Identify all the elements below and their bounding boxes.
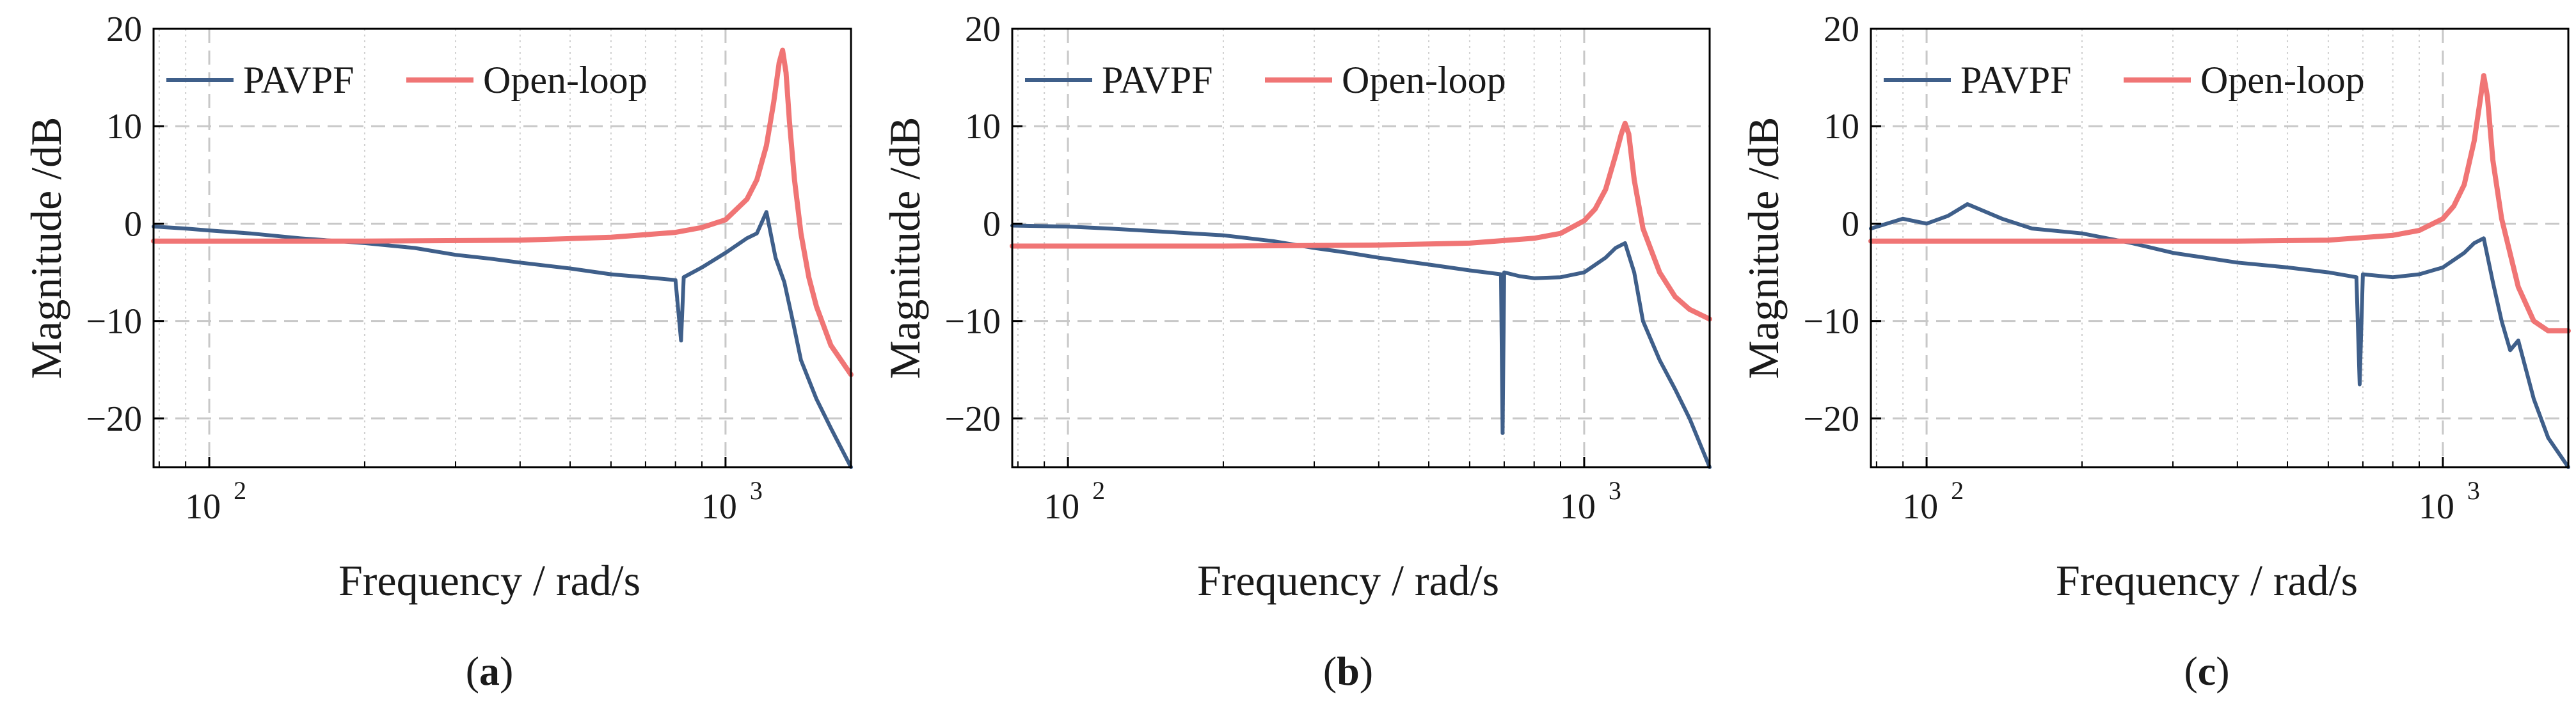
panel-label: (b) — [1323, 648, 1373, 694]
plot-frame — [152, 28, 852, 468]
y-tick-label: 10 — [106, 107, 142, 147]
x-tick-label: 10 — [1044, 487, 1079, 527]
x-tick-exponent: 3 — [750, 476, 763, 505]
chart-svg-b: −20 −10 0 10 20 10 2 10 3 Frequency / rad/s Magnit… — [880, 10, 1712, 694]
panel-label: (c) — [2184, 648, 2229, 694]
chart-svg-c: −20 −10 0 10 20 10 2 10 3 Frequency / rad/s Magnit… — [1739, 10, 2571, 694]
y-tick-label: 20 — [106, 10, 142, 49]
y-axis-title: Magnitude /dB — [880, 117, 929, 379]
series-line-open-loop — [1010, 120, 1712, 322]
panel-label: (a) — [466, 648, 514, 694]
series-line-pavpf — [1869, 202, 2570, 469]
y-axis-title: Magnitude /dB — [22, 117, 70, 379]
plot-frame — [1011, 28, 1711, 468]
y-tick-label: 0 — [124, 204, 142, 244]
x-tick-label: 10 — [2419, 487, 2454, 527]
legend-label-pavpf: PAVPF — [243, 59, 354, 101]
legend-label-open-loop: Open-loop — [483, 59, 648, 101]
legend-label-pavpf: PAVPF — [1102, 59, 1213, 101]
y-tick-label: −20 — [1803, 399, 1859, 439]
y-tick-label: 20 — [965, 10, 1001, 49]
y-tick-label: −10 — [86, 302, 142, 342]
y-tick-label: 0 — [1841, 204, 1859, 244]
x-axis-title: Frequency / rad/s — [2056, 556, 2358, 605]
chart-panel-a: −20 −10 0 10 20 10 2 10 3 Frequency / rad/s Magnit… — [0, 0, 859, 711]
x-tick-exponent: 3 — [1609, 476, 1621, 505]
series-line-open-loop — [151, 47, 854, 378]
chart-panel-b: −20 −10 0 10 20 10 2 10 3 Frequency / rad/s Magnit… — [859, 0, 1717, 711]
y-tick-label: −20 — [86, 399, 142, 439]
y-axis-title: Magnitude /dB — [1739, 117, 1788, 379]
minor-grid — [1875, 29, 2420, 467]
chart-svg-a: −20 −10 0 10 20 10 2 10 3 Frequency / rad/s Magnit… — [22, 10, 854, 694]
y-tick-label: 20 — [1824, 10, 1859, 49]
chart-panel-c: −20 −10 0 10 20 10 2 10 3 Frequency / rad/s Magnit… — [1717, 0, 2576, 711]
legend-label-pavpf: PAVPF — [1960, 59, 2072, 101]
x-tick-label: 10 — [701, 487, 737, 527]
y-tick-label: 0 — [983, 204, 1001, 244]
y-tick-label: 10 — [1824, 107, 1859, 147]
plot-frame — [1870, 28, 2570, 468]
series-line-pavpf — [1010, 223, 1712, 469]
x-axis-title: Frequency / rad/s — [1197, 556, 1499, 605]
x-tick-exponent: 2 — [1092, 476, 1105, 505]
x-tick-label: 10 — [1902, 487, 1938, 527]
legend-label-open-loop: Open-loop — [2200, 59, 2365, 101]
minor-grid — [158, 29, 703, 467]
series-line-open-loop — [1868, 73, 2571, 333]
y-tick-label: −10 — [1803, 302, 1859, 342]
series-line-pavpf — [152, 210, 853, 469]
x-tick-exponent: 2 — [1951, 476, 1964, 505]
legend-label-open-loop: Open-loop — [1342, 59, 1506, 101]
y-tick-label: −20 — [944, 399, 1001, 439]
x-tick-label: 10 — [1560, 487, 1596, 527]
y-tick-label: 10 — [965, 107, 1001, 147]
x-tick-exponent: 2 — [234, 476, 246, 505]
x-tick-exponent: 3 — [2467, 476, 2480, 505]
x-tick-label: 10 — [185, 487, 221, 527]
y-tick-label: −10 — [944, 302, 1001, 342]
x-axis-title: Frequency / rad/s — [338, 556, 640, 605]
